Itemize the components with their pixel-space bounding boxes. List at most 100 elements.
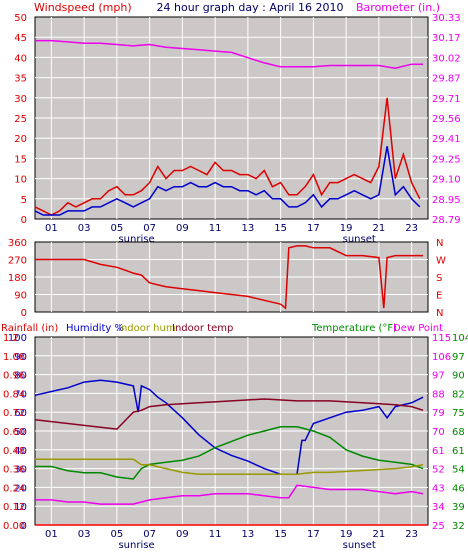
- x-tick-label: 09: [176, 223, 189, 234]
- humidity-line: [34, 379, 424, 475]
- dewpoint-scale-tick: 61: [432, 446, 445, 457]
- indoor-temp-axis-label: Indoor temp: [172, 323, 233, 334]
- temperature-scale-tick: 32: [452, 521, 465, 532]
- wind-barometer-chart: 24 hour graph day : April 16 2010 Windsp…: [14, 1, 460, 245]
- dewpoint-scale-tick: 97: [432, 371, 445, 382]
- dewpoint-scale-tick: 79: [432, 408, 445, 419]
- wind-direction-line: [35, 245, 424, 310]
- direction-degree-tick: 180: [8, 273, 27, 284]
- windspeed-tick: 35: [14, 74, 27, 85]
- barometer-tick: 29.41: [432, 134, 461, 145]
- chart-title: 24 hour graph day : April 16 2010: [157, 1, 344, 14]
- direction-degree-tick: 270: [8, 256, 27, 267]
- barometer-tick: 29.25: [432, 154, 461, 165]
- humidity-tick: 20: [14, 483, 27, 494]
- sunset-label: sunset: [343, 540, 376, 551]
- sunrise-label: sunrise: [118, 540, 154, 551]
- x-tick-label: 17: [307, 529, 320, 540]
- windspeed-tick: 40: [14, 53, 27, 64]
- humidity-tick: 10: [14, 502, 27, 513]
- dew-point-line: [35, 484, 424, 505]
- barometer-axis-label: Barometer (in.): [356, 1, 440, 14]
- rainfall-tick: 0.84: [3, 389, 25, 400]
- x-tick-label: 03: [78, 529, 91, 540]
- humidity-axis-label: Humidity %: [66, 323, 124, 334]
- humidity-tick: 100: [8, 333, 27, 344]
- direction-grid: [35, 242, 428, 312]
- sunset-label: sunset: [343, 234, 376, 245]
- x-tick-label: 21: [373, 529, 386, 540]
- humidity-tick: 0: [21, 521, 27, 532]
- sunrise-label: sunrise: [118, 234, 154, 245]
- temperature-axis-label: Temperature (°F): [311, 323, 397, 334]
- barometer-tick: 29.87: [432, 74, 461, 85]
- direction-compass-tick: N: [436, 308, 443, 319]
- temperature-scale-tick: 46: [452, 483, 465, 494]
- wind-series: [34, 39, 424, 216]
- humidity-tick: 40: [14, 446, 27, 457]
- x-tick-label: 05: [111, 223, 124, 234]
- humidity-tick: 90: [14, 352, 27, 363]
- windspeed-tick: 15: [14, 154, 27, 165]
- temperature-scale-tick: 61: [452, 446, 465, 457]
- x-tick-label: 09: [176, 529, 189, 540]
- x-tick-label: 11: [209, 223, 222, 234]
- x-tick-label: 07: [143, 223, 156, 234]
- temperature-scale-tick: 90: [452, 371, 465, 382]
- direction-series: [35, 245, 424, 310]
- temp-x-ticks: 01 03 05 07 09 11 13 15 17 19 21 23: [45, 529, 418, 540]
- x-tick-label: 07: [143, 529, 156, 540]
- rainfall-ticks: 0.00 0.12 0.24 0.36 0.48 0.60 0.72 0.84 0.96 1.08…: [3, 333, 25, 532]
- wind-grid: [35, 17, 428, 219]
- indoor-temp-line: [34, 398, 424, 430]
- dewpoint-scale-tick: 115: [432, 333, 451, 344]
- dewpoint-scale-tick: 25: [432, 521, 445, 532]
- x-tick-label: 05: [111, 529, 124, 540]
- x-tick-label: 15: [274, 223, 287, 234]
- windspeed-tick: 45: [14, 33, 27, 44]
- barometer-tick: 29.56: [432, 114, 461, 125]
- windspeed-tick: 5: [21, 195, 27, 206]
- x-tick-label: 19: [340, 529, 353, 540]
- dewpoint-scale-ticks: 25 34 43 52 61 70 79 88 97 106 115: [432, 333, 451, 532]
- temp-humidity-chart: Rainfall (in) Humidity % Indoor hum Indo…: [1, 323, 468, 551]
- x-tick-label: 01: [45, 529, 58, 540]
- x-tick-label: 23: [405, 223, 418, 234]
- barometer-tick: 29.10: [432, 175, 461, 186]
- x-tick-label: 23: [405, 529, 418, 540]
- dewpoint-scale-tick: 88: [432, 389, 445, 400]
- temperature-scale-tick: 104: [452, 333, 468, 344]
- barometer-ticks: 28.79 28.95 29.10 29.25 29.41 29.56 29.71 29.87…: [432, 13, 461, 226]
- x-tick-label: 21: [373, 223, 386, 234]
- x-tick-label: 17: [307, 223, 320, 234]
- direction-degree-tick: 0: [21, 308, 27, 319]
- windspeed-tick: 0: [21, 215, 27, 226]
- x-tick-label: 01: [45, 223, 58, 234]
- barometer-tick: 29.71: [432, 94, 461, 105]
- windspeed-avg-line: [34, 146, 421, 216]
- x-tick-label: 13: [242, 529, 255, 540]
- temperature-scale-tick: 54: [452, 465, 465, 476]
- windspeed-ticks: 0 5 10 15 20 25 30 35 40 45 50: [14, 13, 27, 226]
- windspeed-tick: 50: [14, 13, 27, 24]
- temperature-scale-ticks: 32 39 46 54 61 68 75 82 90 97 104: [452, 333, 468, 532]
- direction-compass-tick: W: [436, 256, 446, 267]
- rainfall-tick: 1.08: [3, 352, 25, 363]
- temperature-scale-tick: 75: [452, 408, 465, 419]
- windspeed-tick: 20: [14, 134, 27, 145]
- temp-series: [34, 379, 428, 526]
- dewpoint-scale-tick: 70: [432, 427, 445, 438]
- wind-x-ticks: 01 03 05 07 09 11 13 15 17 19 21 23: [45, 223, 418, 234]
- humidity-ticks: 0 10 20 30 40 50 60 70 80 90 100: [8, 333, 27, 532]
- direction-compass-tick: E: [436, 291, 442, 302]
- windspeed-axis-label: Windspeed (mph): [34, 1, 132, 14]
- temperature-scale-tick: 82: [452, 389, 465, 400]
- rainfall-tick: 0.48: [3, 446, 25, 457]
- direction-compass-tick: N: [436, 238, 443, 249]
- rainfall-axis-label: Rainfall (in): [1, 323, 58, 334]
- barometer-tick: 28.95: [432, 195, 461, 206]
- dewpoint-scale-tick: 43: [432, 483, 445, 494]
